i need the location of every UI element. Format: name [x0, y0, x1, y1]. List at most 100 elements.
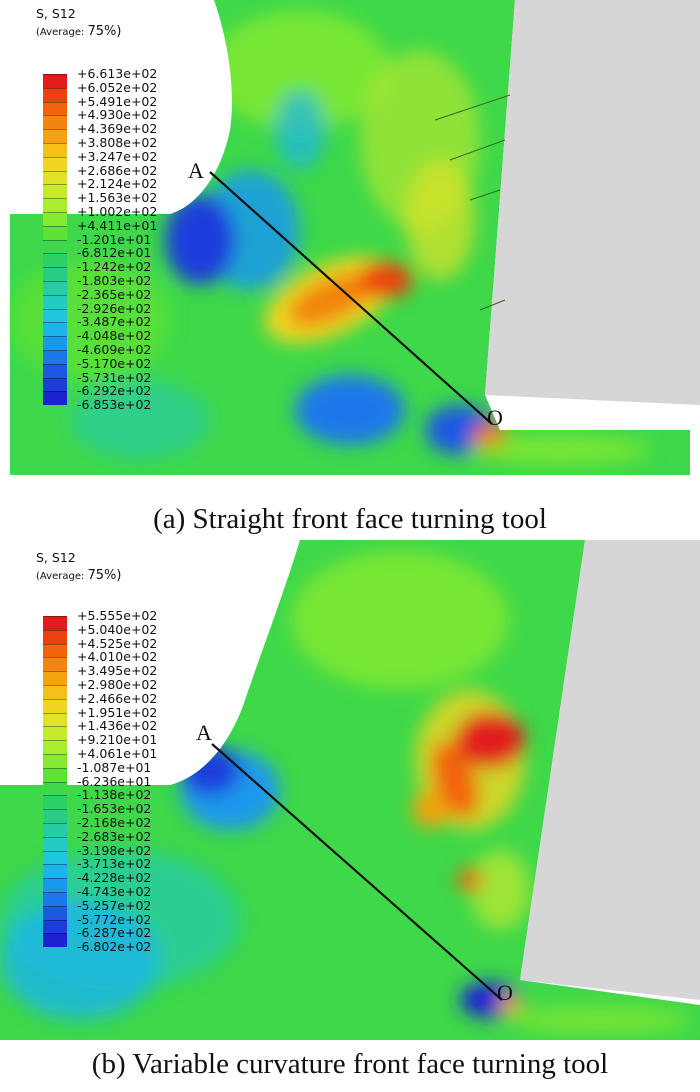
- legend-swatch: [43, 349, 67, 364]
- legend-swatch: [43, 184, 67, 199]
- legend-swatch: [43, 363, 67, 378]
- legend-value: +3.808e+02: [77, 134, 158, 150]
- legend-title: S, S12: [36, 550, 76, 565]
- legend-swatch: [43, 712, 67, 727]
- legend-swatch: [43, 933, 67, 948]
- legend-value: +2.124e+02: [77, 176, 158, 192]
- panel-a-stress-contour: S, S12 (Average: 75%) +6.613e+02 +6.052e+…: [0, 0, 700, 480]
- legend-value: -5.772e+02: [77, 911, 152, 927]
- legend-swatch: [43, 919, 67, 934]
- legend-value: -6.292e+02: [77, 383, 152, 399]
- point-o-label: O: [487, 405, 503, 430]
- legend-swatch: [43, 753, 67, 768]
- legend-value: -1.242e+02: [77, 259, 152, 275]
- legend-value: -6.853e+02: [77, 397, 152, 413]
- legend-value: -6.236e+01: [77, 773, 152, 789]
- legend-value: +1.951e+02: [77, 704, 158, 720]
- legend-swatch: [43, 267, 67, 281]
- legend-value: -5.170e+02: [77, 355, 152, 371]
- legend-value: +2.686e+02: [77, 162, 158, 178]
- legend-swatch: [43, 878, 67, 892]
- legend-value: +3.495e+02: [77, 663, 158, 679]
- legend-swatch: [43, 198, 67, 212]
- caption-a: (a) Straight front face turning tool: [153, 503, 547, 535]
- legend-swatch: [43, 616, 67, 630]
- legend-value: -2.926e+02: [77, 300, 152, 316]
- legend-swatch: [43, 822, 67, 837]
- legend-tick-labels: +6.613e+02 +6.052e+02 +5.491e+02 +4.930e+02…: [77, 67, 157, 412]
- legend-value: -3.713e+02: [77, 856, 152, 872]
- legend-swatch: [43, 836, 67, 851]
- line-a-o-b: [211, 743, 503, 1001]
- legend-value: -1.138e+02: [77, 787, 152, 803]
- legend-value: -1.201e+01: [77, 231, 152, 247]
- legend-swatch: [43, 87, 67, 102]
- legend-swatch: [43, 280, 67, 295]
- tool-insert-b: [520, 540, 700, 1000]
- legend-value: -6.802e+02: [77, 939, 152, 955]
- legend-value: +4.369e+02: [77, 121, 158, 137]
- legend-swatch: [43, 211, 67, 226]
- legend-value: -1.803e+02: [77, 272, 152, 288]
- legend-swatch: [43, 239, 67, 254]
- legend-value: -4.048e+02: [77, 328, 152, 344]
- legend-swatch: [43, 308, 67, 323]
- legend-value: -1.087e+01: [77, 759, 152, 775]
- legend-value: +6.052e+02: [77, 79, 158, 95]
- legend-swatch: [43, 643, 67, 658]
- legend-value: -2.168e+02: [77, 814, 152, 830]
- legend-swatch: [43, 156, 67, 171]
- legend-swatch: [43, 322, 67, 337]
- legend-swatch: [43, 101, 67, 116]
- legend-value: +1.563e+02: [77, 190, 158, 206]
- legend-value: -4.743e+02: [77, 883, 152, 899]
- legend-swatch: [43, 795, 67, 810]
- legend-value: -2.365e+02: [77, 286, 152, 302]
- legend-average: (Average: 75%): [36, 24, 122, 39]
- line-a-o-a: [209, 171, 493, 425]
- legend-value: +1.002e+02: [77, 203, 158, 219]
- legend-value: +4.411e+01: [77, 217, 158, 233]
- legend-swatch: [43, 336, 67, 350]
- legend-value: +3.247e+02: [77, 148, 158, 164]
- legend-swatch: [43, 726, 67, 741]
- legend-swatch: [43, 781, 67, 796]
- legend-swatch: [43, 671, 67, 685]
- legend-average: (Average: 75%): [36, 568, 122, 583]
- legend-value: +5.555e+02: [77, 608, 158, 623]
- legend-value: +2.980e+02: [77, 676, 158, 692]
- contour-plot-b: [0, 540, 700, 1040]
- legend-swatch: [43, 905, 67, 920]
- legend-value: +6.613e+02: [77, 66, 158, 81]
- legend-value: +4.930e+02: [77, 107, 158, 123]
- legend-swatch: [43, 142, 67, 157]
- legend-title: S, S12: [36, 6, 76, 21]
- legend-value: +4.525e+02: [77, 635, 158, 651]
- point-a-label: A: [196, 720, 212, 745]
- legend-value: +5.491e+02: [77, 93, 158, 109]
- legend-value: -6.287e+02: [77, 925, 152, 941]
- legend-value: +2.466e+02: [77, 690, 158, 706]
- legend-value: +1.436e+02: [77, 718, 158, 734]
- legend-value: +9.210e+01: [77, 732, 158, 748]
- legend-swatch: [43, 740, 67, 754]
- legend-swatch: [43, 629, 67, 644]
- legend-swatch: [43, 864, 67, 879]
- panel-b-stress-contour: S, S12 (Average: 75%) +5.555e+02 +5.040e+…: [0, 540, 700, 1040]
- legend-swatch: [43, 767, 67, 782]
- legend-swatch: [43, 891, 67, 906]
- legend-swatch: [43, 129, 67, 143]
- legend-swatch: [43, 809, 67, 823]
- point-o-label: O: [497, 980, 513, 1005]
- legend-swatch: [43, 253, 67, 268]
- legend-color-bar: [43, 616, 67, 948]
- legend-color-bar: [43, 74, 67, 406]
- legend-value: -2.683e+02: [77, 828, 152, 844]
- legend-swatch: [43, 170, 67, 185]
- legend-swatch: [43, 698, 67, 713]
- legend-swatch: [43, 225, 67, 240]
- legend-value: +5.040e+02: [77, 621, 158, 637]
- legend-value: -5.731e+02: [77, 369, 152, 385]
- caption-b: (b) Variable curvature front face turnin…: [91, 1048, 609, 1080]
- legend-value: -6.812e+01: [77, 245, 152, 261]
